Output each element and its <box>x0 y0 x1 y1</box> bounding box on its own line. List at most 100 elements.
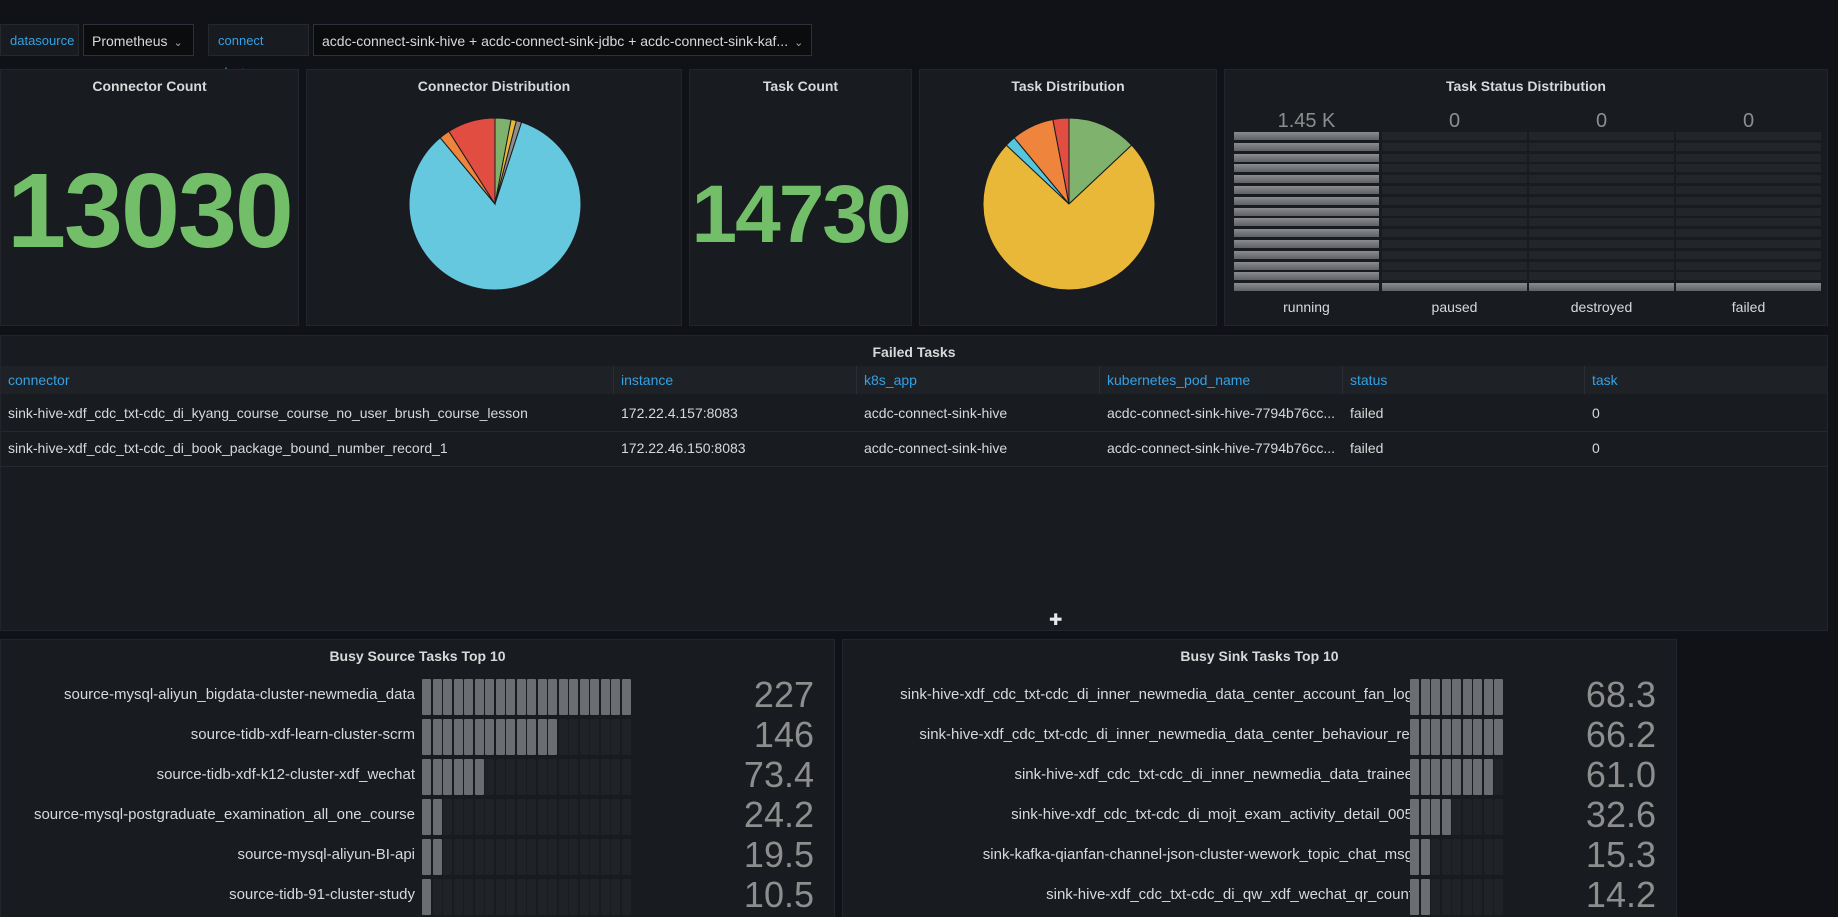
busy-task-bar <box>1410 839 1505 875</box>
connect-cluster-select[interactable]: acdc-connect-sink-hive + acdc-connect-si… <box>313 24 812 56</box>
gauge-segment <box>1382 250 1527 259</box>
datasource-select[interactable]: Prometheus ⌄ <box>83 24 194 56</box>
gauge-value: 1.45 K <box>1277 110 1336 132</box>
bar-cell <box>506 879 515 915</box>
bar-cell <box>1462 719 1472 755</box>
gauge-segment <box>1382 261 1527 270</box>
bar-cell <box>1494 839 1503 875</box>
bar-cell <box>485 719 494 755</box>
gauge-segment <box>1382 272 1527 281</box>
bar-cell <box>422 719 431 755</box>
busy-task-name: source-tidb-xdf-k12-cluster-xdf_wechat <box>156 766 415 783</box>
bar-cell <box>1473 799 1482 835</box>
gauge-segment <box>1676 164 1821 173</box>
pie-slice[interactable] <box>408 121 582 291</box>
pie-slice[interactable] <box>982 144 1156 291</box>
bar-cell <box>443 879 452 915</box>
cell-status: failed <box>1350 405 1384 421</box>
bar-cell <box>1431 799 1440 835</box>
bar-cell <box>621 679 631 715</box>
bar-cell <box>1441 679 1451 715</box>
bar-cell <box>558 879 568 915</box>
bar-cell <box>611 719 620 755</box>
bar-cell <box>443 839 452 875</box>
busy-task-row: sink-hive-xdf_cdc_txt-cdc_di_qw_xdf_wech… <box>843 875 1676 915</box>
bar-cell <box>579 839 589 875</box>
bar-cell <box>621 719 631 755</box>
bar-cell <box>516 799 526 835</box>
bar-cell <box>422 879 431 915</box>
column-header-task[interactable]: task <box>1592 372 1618 388</box>
bar-cell <box>537 799 547 835</box>
bar-cell <box>443 799 452 835</box>
bar-cell <box>1452 679 1461 715</box>
pie-slice[interactable] <box>1068 117 1133 206</box>
busy-task-row: source-tidb-xdf-learn-cluster-scrm 146 <box>1 715 834 755</box>
datasource-value: Prometheus <box>92 33 168 49</box>
busy-task-value: 61.0 <box>1585 754 1656 795</box>
busy-task-name: source-tidb-xdf-learn-cluster-scrm <box>190 726 415 743</box>
bar-cell <box>1441 839 1451 875</box>
gauge-segment <box>1234 153 1379 162</box>
table-row[interactable]: sink-hive-xdf_cdc_txt-cdc_di_kyang_cours… <box>1 396 1827 432</box>
bar-cell <box>506 799 515 835</box>
gauge-segment <box>1676 272 1821 281</box>
gauge-failed: 0 failed <box>1676 70 1821 327</box>
busy-task-name: sink-kafka-qianfan-channel-json-cluster-… <box>982 846 1413 863</box>
column-header-status[interactable]: status <box>1343 366 1585 394</box>
column-header-pod-name[interactable]: kubernetes_pod_name <box>1100 366 1343 394</box>
gauge-bar <box>1676 132 1821 295</box>
pie-slice[interactable] <box>1052 117 1070 205</box>
bar-cell <box>1441 759 1451 795</box>
table-row[interactable]: sink-hive-xdf_cdc_txt-cdc_di_book_packag… <box>1 431 1827 467</box>
bar-cell <box>600 679 610 715</box>
column-header-k8s-app[interactable]: k8s_app <box>857 366 1100 394</box>
gauge-segment <box>1529 196 1674 205</box>
bar-cell <box>590 679 599 715</box>
bar-cell <box>611 839 620 875</box>
bar-cell <box>432 799 442 835</box>
bar-cell <box>453 839 463 875</box>
gauge-segment <box>1529 283 1674 292</box>
busy-task-bar <box>422 879 632 915</box>
bar-cell <box>611 879 620 915</box>
bar-cell <box>548 679 557 715</box>
bar-cell <box>527 679 536 715</box>
bar-cell <box>1441 879 1451 915</box>
column-header-instance[interactable]: instance <box>614 366 857 394</box>
bar-cell <box>464 799 473 835</box>
bar-cell <box>590 879 599 915</box>
task-distribution-panel: Task Distribution <box>919 69 1217 326</box>
bar-cell <box>474 839 484 875</box>
bar-cell <box>432 719 442 755</box>
bar-cell <box>600 879 610 915</box>
pie-slice[interactable] <box>448 117 496 206</box>
busy-task-value: 15.3 <box>1585 834 1656 875</box>
gauge-segment <box>1676 132 1821 140</box>
bar-cell <box>579 799 589 835</box>
bar-cell <box>558 839 568 875</box>
bar-cell <box>1494 679 1503 715</box>
cell-task: 0 <box>1592 405 1600 421</box>
bar-cell <box>422 839 431 875</box>
cell-k8s-app: acdc-connect-sink-hive <box>864 405 1008 421</box>
busy-task-name: sink-hive-xdf_cdc_txt-cdc_di_inner_newme… <box>919 726 1413 743</box>
bar-cell <box>621 759 631 795</box>
bar-cell <box>506 719 515 755</box>
gauge-destroyed: 0 destroyed <box>1529 70 1674 327</box>
bar-cell <box>453 719 463 755</box>
busy-task-name: sink-hive-xdf_cdc_txt-cdc_di_inner_newme… <box>1014 766 1413 783</box>
bar-cell <box>464 759 473 795</box>
bar-cell <box>537 879 547 915</box>
bar-cell <box>432 839 442 875</box>
bar-cell <box>527 839 536 875</box>
bar-cell <box>422 799 431 835</box>
busy-task-value: 14.2 <box>1585 874 1656 915</box>
busy-task-row: source-mysql-aliyun_bigdata-cluster-newm… <box>1 675 834 715</box>
gauge-segment <box>1382 218 1527 227</box>
bar-cell <box>1483 759 1493 795</box>
bar-cell <box>1410 839 1419 875</box>
bar-cell <box>506 759 515 795</box>
column-header-connector[interactable]: connector <box>1 366 614 394</box>
bar-cell <box>1420 679 1430 715</box>
